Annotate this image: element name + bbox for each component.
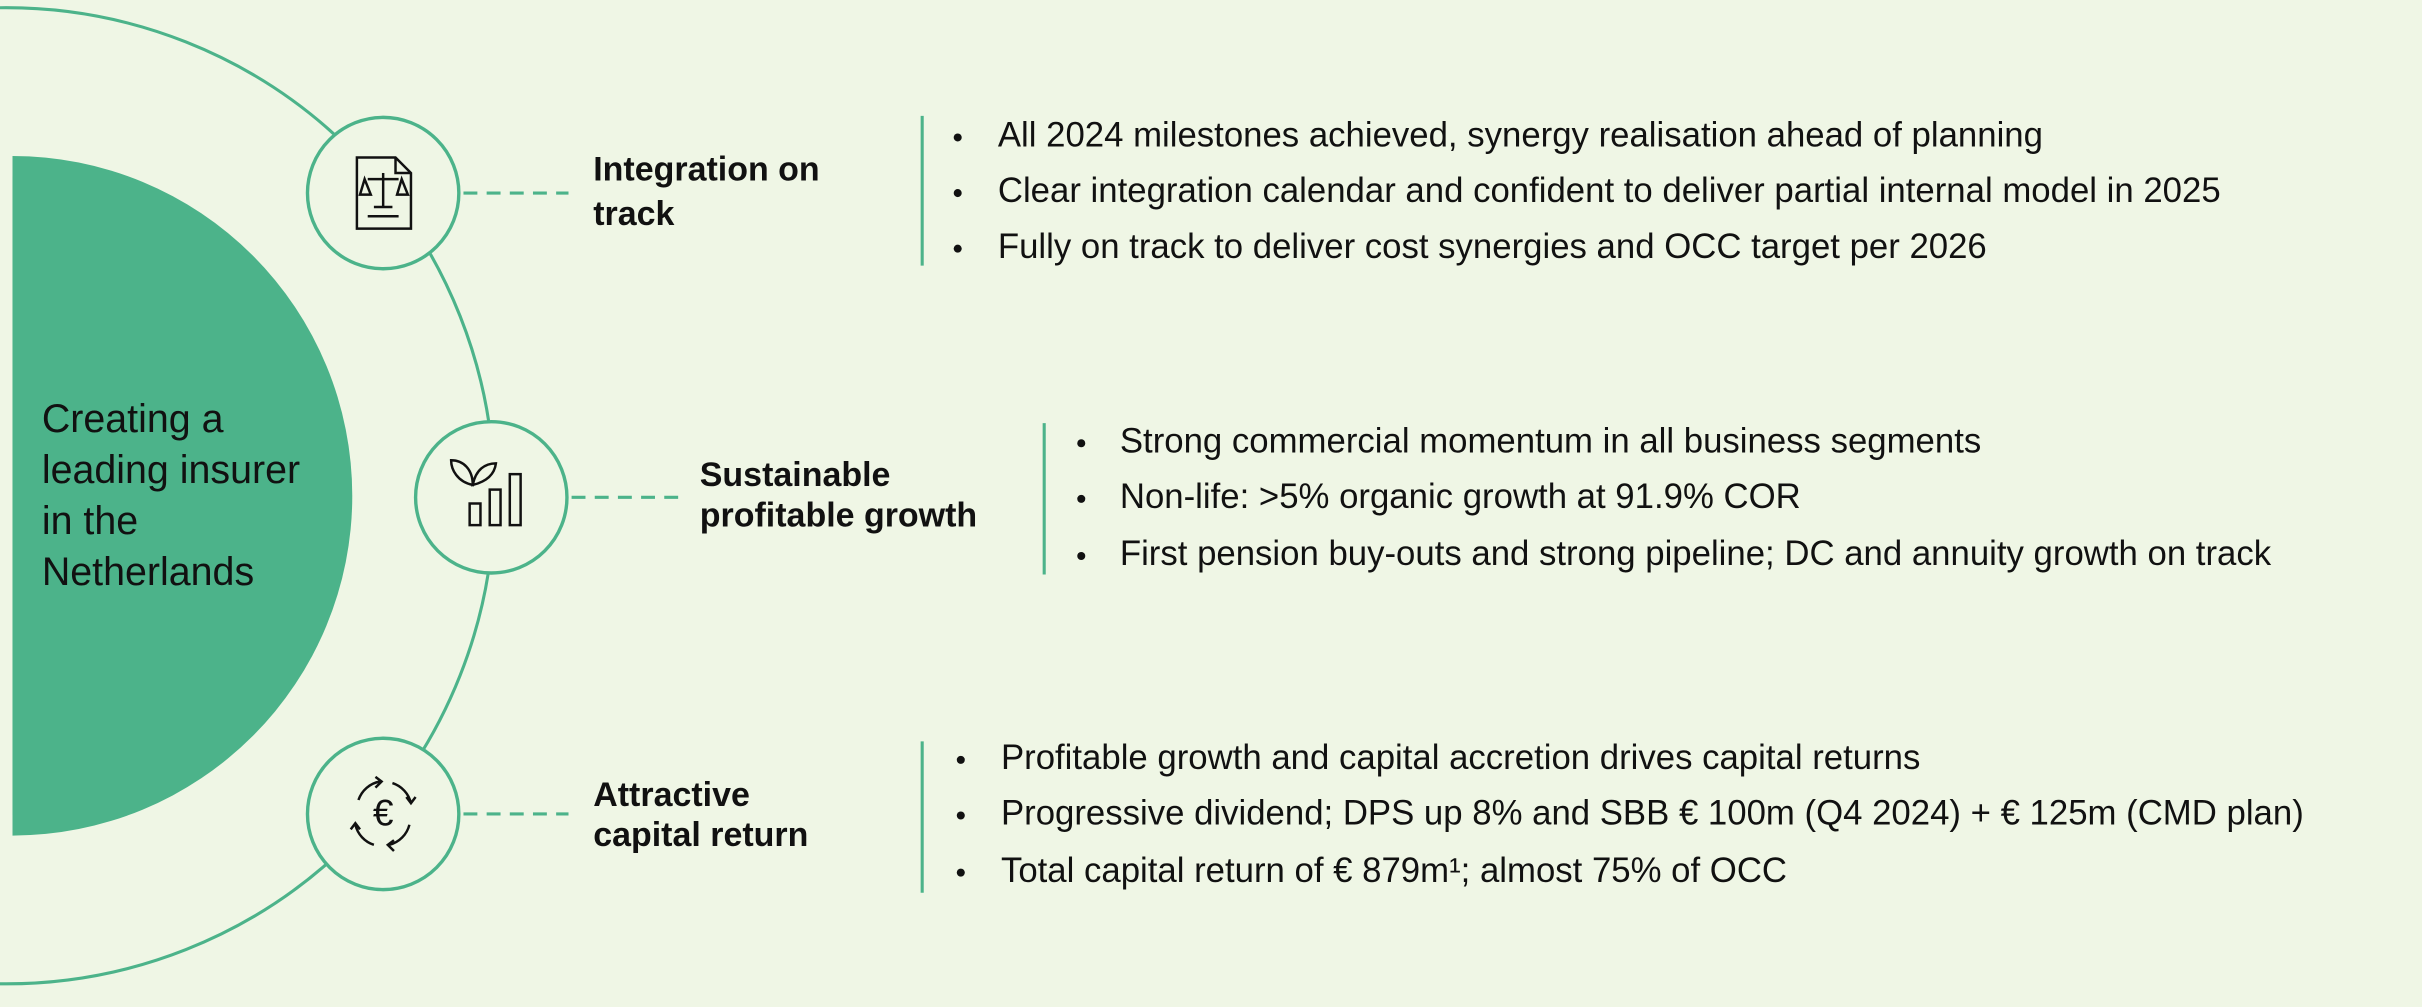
headline-line: Netherlands [42, 550, 254, 594]
icon-circle [305, 736, 461, 892]
bullet-dot [953, 244, 962, 253]
pillar-title: capital return [593, 816, 808, 854]
bullet-text: Total capital return of € 879m¹; almost … [1001, 852, 1787, 890]
bullet-dot [953, 189, 962, 198]
bullet-text: Strong commercial momentum in all busine… [1120, 422, 1981, 460]
bullet-text: All 2024 milestones achieved, synergy re… [998, 117, 2043, 155]
icon-circles [305, 115, 569, 892]
dividers [920, 115, 1046, 893]
bullet-dot [1077, 551, 1086, 561]
connectors [463, 191, 680, 816]
bullet-text: Profitable growth and capital accretion … [1001, 739, 1920, 777]
bullet-dot [956, 868, 965, 877]
bullet-dot [1077, 494, 1086, 503]
icon-euro [349, 775, 417, 852]
bullet-dot [956, 811, 965, 820]
icon-growth [449, 459, 522, 527]
bullet-text: First pension buy-outs and strong pipeli… [1120, 535, 2272, 573]
pillar-title: Attractive [593, 776, 750, 814]
bullet-dot [956, 755, 965, 764]
pillar-title: Sustainable [700, 456, 891, 494]
headline-line: in the [42, 499, 138, 543]
headline-line: Creating a [42, 397, 224, 441]
headline-line: leading insurer [42, 448, 300, 492]
icon-circle [413, 419, 569, 575]
bullet-text: Progressive dividend; DPS up 8% and SBB … [1001, 795, 2304, 833]
pillar-title: track [593, 195, 674, 233]
euro-glyph: € [373, 791, 394, 833]
half-disc [12, 155, 353, 836]
bullet-dot [953, 133, 962, 142]
bullet-dot [1077, 439, 1086, 448]
icon-document [355, 156, 413, 230]
bullet-text: Fully on track to deliver cost synergies… [998, 228, 1987, 266]
pillar-title: profitable growth [700, 496, 977, 534]
bullet-text: Non-life: >5% organic growth at 91.9% CO… [1120, 478, 1801, 516]
bullet-text: Clear integration calendar and confident… [998, 172, 2221, 210]
pillar-title: Integration on [593, 150, 819, 188]
